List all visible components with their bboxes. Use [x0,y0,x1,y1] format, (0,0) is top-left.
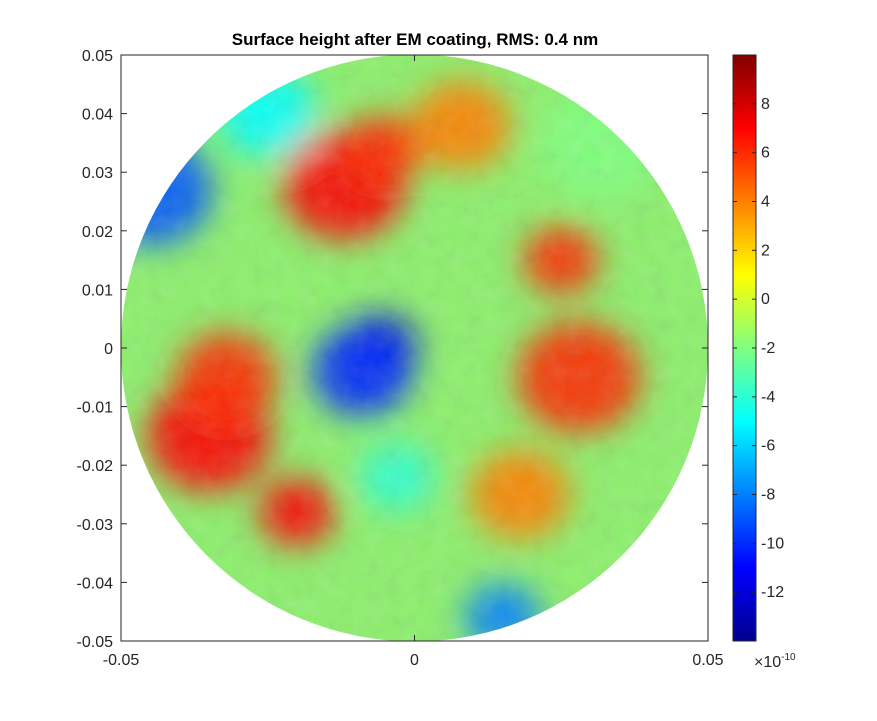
y-tick-label: 0.05 [82,48,113,65]
colorbar-exponent-base: ×10 [754,654,781,671]
colorbar-axis: 8 6 4 2 0 -2 -4 -6 -8 -10 -12 [733,96,784,601]
colorbar-tick-label: -12 [761,584,784,601]
y-tick-label: 0.02 [82,224,113,241]
y-tick-label: 0.01 [82,282,113,299]
y-tick-label: -0.04 [77,575,114,592]
colorbar-tick-label: 0 [761,291,770,308]
x-tick-label: -0.05 [103,652,140,669]
colorbar-tick-label: 8 [761,96,770,113]
colorbar-tick-label: -4 [761,389,775,406]
x-tick-label: 0.05 [692,652,723,669]
colorbar-tick-label: -6 [761,438,775,455]
x-tick-label: 0 [410,652,419,669]
colorbar-tick-label: 4 [761,194,770,211]
y-tick-label: -0.01 [77,400,114,417]
chart-title: Surface height after EM coating, RMS: 0.… [232,30,599,49]
y-axis: 0.05 0.04 0.03 0.02 0.01 0 -0.01 -0.02 -0.03 -0.0… [77,48,708,651]
colorbar-tick-label: 2 [761,242,770,259]
y-tick-label: 0.03 [82,165,113,182]
colorbar-tick-label: 6 [761,145,770,162]
y-tick-label: -0.05 [77,634,114,651]
y-tick-label: 0.04 [82,107,113,124]
y-tick-label: -0.02 [77,458,114,475]
y-tick-label: 0 [104,341,113,358]
y-tick-label: -0.03 [77,517,114,534]
colorbar-tick-label: -10 [761,535,784,552]
colorbar-tick-label: -8 [761,487,775,504]
colorbar-exponent: ×10-10 [754,652,796,671]
colorbar-exponent-power: -10 [781,652,796,663]
x-axis: -0.05 0 0.05 [103,55,724,669]
colorbar-tick-label: -2 [761,340,775,357]
